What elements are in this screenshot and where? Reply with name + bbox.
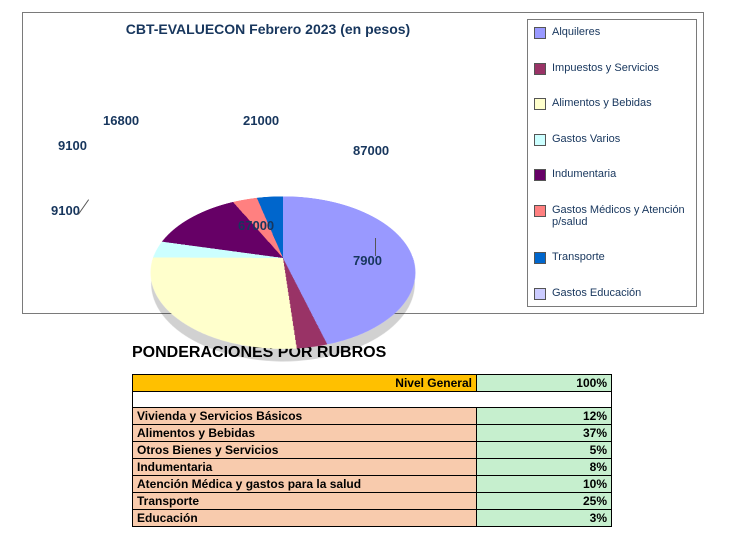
legend-label: Alquileres xyxy=(552,26,600,39)
legend-swatch xyxy=(534,288,546,300)
table-row: Alimentos y Bebidas37% xyxy=(133,425,612,442)
legend-item: Gastos Educación xyxy=(534,287,690,300)
table-header-value: 100% xyxy=(477,375,612,392)
legend-item: Impuestos y Servicios xyxy=(534,62,690,75)
legend-swatch xyxy=(534,134,546,146)
table-row-value: 3% xyxy=(477,510,612,527)
legend-label: Gastos Educación xyxy=(552,287,641,300)
slice-label-medicos: 9100 xyxy=(58,138,87,153)
table-row-label: Otros Bienes y Servicios xyxy=(133,442,477,459)
legend-swatch xyxy=(534,205,546,217)
legend-label: Alimentos y Bebidas xyxy=(552,97,652,110)
legend-swatch xyxy=(534,63,546,75)
table-row: Educación3% xyxy=(133,510,612,527)
legend-item: Alquileres xyxy=(534,26,690,39)
legend-swatch xyxy=(534,252,546,264)
table-row-value: 8% xyxy=(477,459,612,476)
legend-item: Gastos Médicos y Atención p/salud xyxy=(534,204,690,229)
slice-label-alquileres: 87000 xyxy=(353,143,389,158)
weights-table: Nivel General 100% Vivienda y Servicios … xyxy=(132,374,612,527)
table-row: Atención Médica y gastos para la salud10… xyxy=(133,476,612,493)
table-row: Otros Bienes y Servicios5% xyxy=(133,442,612,459)
legend-swatch xyxy=(534,27,546,39)
legend-label: Gastos Varios xyxy=(552,133,620,146)
table-header-label: Nivel General xyxy=(133,375,477,392)
table-row-value: 10% xyxy=(477,476,612,493)
table-row-value: 5% xyxy=(477,442,612,459)
table-row-label: Transporte xyxy=(133,493,477,510)
slice-label-alimentos: 67000 xyxy=(238,218,274,233)
pie-area: 87000 7900 67000 9100 35000 9100 16800 2… xyxy=(23,43,513,308)
table-row-value: 37% xyxy=(477,425,612,442)
legend-label: Impuestos y Servicios xyxy=(552,62,659,75)
table-row: Vivienda y Servicios Básicos12% xyxy=(133,408,612,425)
legend-item: Transporte xyxy=(534,251,690,264)
leader-line xyxy=(375,238,376,256)
table-row-label: Vivienda y Servicios Básicos xyxy=(133,408,477,425)
slice-label-educacion: 21000 xyxy=(243,113,279,128)
table-row: Indumentaria8% xyxy=(133,459,612,476)
legend-label: Gastos Médicos y Atención p/salud xyxy=(552,204,690,229)
legend-swatch xyxy=(534,169,546,181)
table-row-value: 25% xyxy=(477,493,612,510)
slice-label-varios: 9100 xyxy=(51,203,80,218)
legend-item: Indumentaria xyxy=(534,168,690,181)
table-row-label: Indumentaria xyxy=(133,459,477,476)
chart-container: CBT-EVALUECON Febrero 2023 (en pesos) 87… xyxy=(22,12,704,314)
pie-chart xyxy=(122,196,444,349)
table-row: Transporte25% xyxy=(133,493,612,510)
table-section-title: PONDERACIONES POR RUBROS xyxy=(132,344,724,362)
slice-label-impuestos: 7900 xyxy=(353,253,382,268)
legend-label: Transporte xyxy=(552,251,605,264)
legend-swatch xyxy=(534,98,546,110)
legend: Alquileres Impuestos y Servicios Alimentos… xyxy=(527,19,697,307)
slice-label-transporte: 16800 xyxy=(103,113,139,128)
table-header-row: Nivel General 100% xyxy=(133,375,612,392)
table-row-label: Alimentos y Bebidas xyxy=(133,425,477,442)
table-row-label: Educación xyxy=(133,510,477,527)
legend-label: Indumentaria xyxy=(552,168,616,181)
table-row-label: Atención Médica y gastos para la salud xyxy=(133,476,477,493)
legend-item: Gastos Varios xyxy=(534,133,690,146)
slice-label-indumentaria: 35000 xyxy=(118,173,154,188)
table-row-value: 12% xyxy=(477,408,612,425)
chart-title: CBT-EVALUECON Febrero 2023 (en pesos) xyxy=(23,21,513,37)
legend-item: Alimentos y Bebidas xyxy=(534,97,690,110)
